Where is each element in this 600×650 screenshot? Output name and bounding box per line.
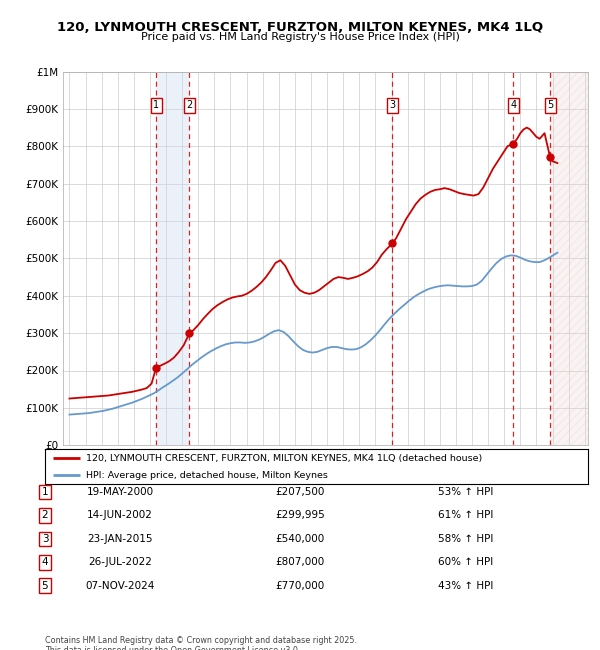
Text: 120, LYNMOUTH CRESCENT, FURZTON, MILTON KEYNES, MK4 1LQ (detached house): 120, LYNMOUTH CRESCENT, FURZTON, MILTON … <box>86 454 482 463</box>
Text: 4: 4 <box>510 100 517 110</box>
Text: 53% ↑ HPI: 53% ↑ HPI <box>438 487 493 497</box>
Text: 3: 3 <box>41 534 49 544</box>
Text: 43% ↑ HPI: 43% ↑ HPI <box>438 580 493 591</box>
Text: HPI: Average price, detached house, Milton Keynes: HPI: Average price, detached house, Milt… <box>86 471 328 480</box>
Text: £299,995: £299,995 <box>275 510 325 521</box>
Text: 60% ↑ HPI: 60% ↑ HPI <box>438 557 493 567</box>
Text: £807,000: £807,000 <box>275 557 325 567</box>
Text: 120, LYNMOUTH CRESCENT, FURZTON, MILTON KEYNES, MK4 1LQ: 120, LYNMOUTH CRESCENT, FURZTON, MILTON … <box>57 21 543 34</box>
Bar <box>156 72 190 445</box>
Text: Price paid vs. HM Land Registry's House Price Index (HPI): Price paid vs. HM Land Registry's House … <box>140 32 460 42</box>
Text: £540,000: £540,000 <box>275 534 325 544</box>
Text: 61% ↑ HPI: 61% ↑ HPI <box>438 510 493 521</box>
Text: 14-JUN-2002: 14-JUN-2002 <box>87 510 153 521</box>
Text: 2: 2 <box>186 100 193 110</box>
Text: 07-NOV-2024: 07-NOV-2024 <box>85 580 155 591</box>
Text: 4: 4 <box>41 557 49 567</box>
Text: 26-JUL-2022: 26-JUL-2022 <box>88 557 152 567</box>
Text: 5: 5 <box>547 100 553 110</box>
Text: 19-MAY-2000: 19-MAY-2000 <box>86 487 154 497</box>
Text: 2: 2 <box>41 510 49 521</box>
Text: 5: 5 <box>41 580 49 591</box>
Text: £207,500: £207,500 <box>275 487 325 497</box>
Text: 3: 3 <box>389 100 395 110</box>
Bar <box>550 72 588 445</box>
Text: 1: 1 <box>41 487 49 497</box>
Text: 23-JAN-2015: 23-JAN-2015 <box>87 534 153 544</box>
Text: 58% ↑ HPI: 58% ↑ HPI <box>438 534 493 544</box>
Text: 1: 1 <box>153 100 159 110</box>
Text: Contains HM Land Registry data © Crown copyright and database right 2025.
This d: Contains HM Land Registry data © Crown c… <box>45 636 357 650</box>
Text: £770,000: £770,000 <box>275 580 325 591</box>
